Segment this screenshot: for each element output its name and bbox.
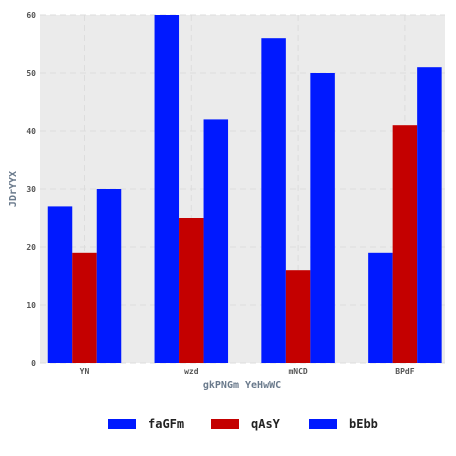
y-tick-label: 60 [26, 11, 36, 20]
x-axis-label: gkPNGm YeHwWC [203, 380, 281, 391]
y-axis-label: JDrYYX [8, 171, 19, 207]
legend-label: bEbb [349, 417, 378, 431]
bars [47, 15, 442, 364]
y-tick-label: 10 [26, 301, 36, 310]
grid-lines [40, 14, 445, 364]
x-tick-label: mNCD [288, 367, 307, 376]
bar-bEbb-mNCD [310, 73, 335, 363]
legend-swatch [211, 419, 239, 429]
bar-qAsY-BPdF [392, 125, 418, 363]
x-tick-label: BPdF [395, 367, 414, 376]
bar-faGFm-BPdF [368, 252, 393, 363]
bar-qAsY-wzd [179, 218, 204, 363]
x-tick-labels: YN wzd mNCD BPdF [80, 367, 415, 376]
bar-bEbb-BPdF [417, 67, 442, 363]
x-tick-label: wzd [184, 367, 199, 376]
legend-swatch [108, 419, 136, 429]
y-tick-label: 20 [26, 243, 36, 252]
x-tick-label: YN [80, 367, 90, 376]
bar-bEbb-YN [96, 189, 122, 363]
legend: faGFm qAsY bEbb [108, 417, 378, 431]
legend-swatch [309, 419, 337, 429]
bar-faGFm-wzd [154, 15, 180, 363]
y-tick-label: 0 [31, 359, 36, 368]
y-tick-label: 30 [26, 185, 36, 194]
legend-label: faGFm [148, 417, 184, 431]
legend-label: qAsY [251, 417, 281, 431]
bar-faGFm-YN [47, 206, 73, 363]
y-tick-label: 40 [26, 127, 36, 136]
bar-qAsY-YN [72, 252, 97, 363]
y-tick-labels: 0 10 20 30 40 50 60 [26, 11, 36, 368]
bar-bEbb-wzd [203, 119, 229, 364]
bar-qAsY-mNCD [285, 270, 311, 363]
bar-faGFm-mNCD [261, 38, 286, 363]
y-tick-label: 50 [26, 69, 36, 78]
